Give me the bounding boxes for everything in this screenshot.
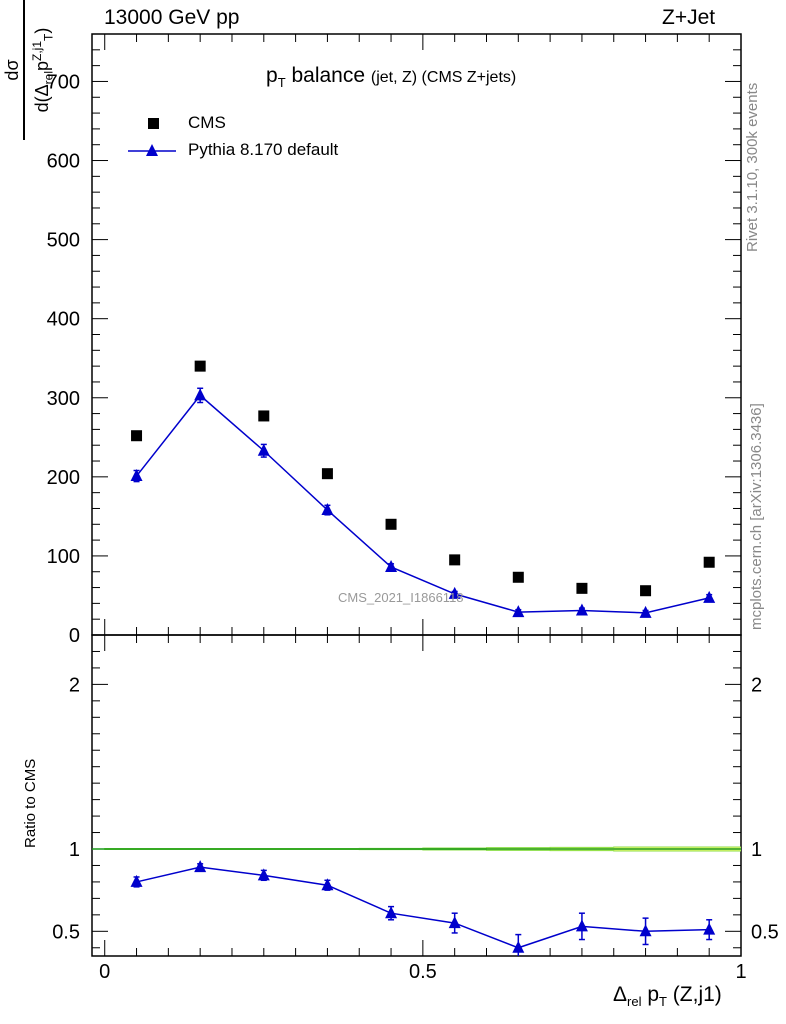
ratio-xtick-label: 1	[735, 961, 746, 983]
energy-label: 13000 GeV pp	[104, 6, 240, 29]
process-label: Z+Jet	[662, 6, 716, 29]
ratio-data-point	[639, 924, 652, 937]
ratio-ytick-label-right: 1	[751, 839, 762, 861]
y-axis-label: dσ d(ΔrelpZ,j1T)	[2, 0, 59, 140]
legend-label-cms: CMS	[188, 113, 226, 132]
x-axis-sub: rel	[627, 994, 642, 1010]
y-axis-den-p: p	[32, 60, 52, 71]
plot-title: pT balance (jet, Z) (CMS Z+jets)	[266, 64, 516, 90]
main-plot-marks	[130, 360, 716, 618]
main-ytick-label: 600	[47, 151, 80, 173]
legend-label-pythia: Pythia 8.170 default	[188, 140, 339, 159]
pythia-data-point	[194, 388, 207, 401]
ratio-data-point	[194, 860, 207, 873]
ratio-ytick-label: 1	[69, 839, 80, 861]
cms-data-point	[258, 410, 270, 422]
y-axis-den-sub: rel	[41, 71, 56, 85]
legend-marker-pythia	[146, 144, 158, 156]
pythia-data-point	[257, 443, 270, 456]
main-ytick-label: 400	[47, 309, 80, 331]
cms-data-point	[131, 430, 143, 442]
title-small: (jet, Z) (CMS Z+jets)	[370, 69, 517, 86]
ratio-axis-label: Ratio to CMS	[22, 758, 39, 848]
title-main-subscript: T	[277, 75, 286, 91]
ratio-data-point	[512, 940, 525, 953]
cms-data-point	[449, 554, 461, 566]
watermark: CMS_2021_I1866118	[338, 590, 464, 605]
ratio-data-point	[703, 922, 716, 935]
ratio-xtick-label: 0	[99, 961, 110, 983]
x-axis-rest: (Z,j1)	[666, 983, 722, 1006]
pythia-data-point	[639, 605, 652, 618]
cms-data-point	[385, 518, 397, 530]
ratio-data-point	[448, 916, 461, 929]
legend	[128, 118, 176, 156]
y-axis-den-prefix: d(Δ	[32, 84, 52, 113]
ratio-xtick-label: 0.5	[409, 961, 437, 983]
x-axis-sub2: T	[659, 994, 667, 1010]
pythia-data-point	[512, 605, 525, 618]
main-ytick-label: 500	[47, 230, 80, 252]
legend-marker-cms	[148, 118, 159, 129]
ratio-data-point	[321, 878, 334, 891]
pythia-data-point	[130, 469, 143, 482]
ratio-plot-marks	[130, 860, 716, 956]
pythia-data-point	[385, 559, 398, 572]
cms-data-point	[194, 360, 206, 372]
ratio-ytick-label: 0.5	[52, 921, 80, 943]
y-axis-fraction-bar	[23, 0, 25, 140]
title-main: p	[266, 64, 278, 87]
pythia-data-point	[703, 590, 716, 603]
ratio-ytick-label: 2	[69, 674, 80, 696]
ratio-data-point	[130, 874, 143, 887]
pythia-data-point	[575, 603, 588, 616]
y-axis-numerator: dσ	[2, 59, 22, 81]
main-ytick-label: 300	[47, 388, 80, 410]
mcplots-label: mcplots.cern.ch [arXiv:1306.3436]	[748, 403, 765, 630]
cms-data-point	[703, 556, 715, 568]
x-axis-delta: Δ	[613, 983, 628, 1006]
rivet-label: Rivet 3.1.10, 300k events	[744, 82, 761, 252]
y-axis-den-sup: Z,j1	[30, 40, 44, 61]
ratio-data-point	[385, 906, 398, 919]
ratio-data-point	[257, 868, 270, 881]
x-axis-p: p	[641, 983, 659, 1006]
ratio-panel-frame	[91, 634, 742, 957]
title-main-rest: balance	[285, 64, 366, 87]
main-ytick-label: 200	[47, 467, 80, 489]
cms-data-point	[640, 585, 652, 597]
cms-data-point	[512, 571, 524, 583]
main-ytick-label: 700	[47, 71, 80, 93]
ratio-line	[136, 866, 710, 949]
ratio-data-point	[575, 919, 588, 932]
pythia-line	[135, 394, 710, 614]
cms-data-point	[576, 582, 588, 594]
main-ytick-label: 0	[69, 625, 80, 647]
pythia-data-point	[448, 586, 461, 599]
ratio-uncertainty-band	[92, 846, 741, 852]
ratio-ytick-label-right: 2	[751, 674, 762, 696]
y-axis-den-close: )	[32, 27, 52, 34]
pythia-data-point	[321, 503, 334, 516]
y-axis-den-sub2: T	[41, 33, 56, 41]
ratio-ytick-label-right: 0.5	[751, 921, 779, 943]
main-ytick-label: 100	[47, 546, 80, 568]
cms-data-point	[321, 468, 333, 480]
x-axis-label: Δrel pT (Z,j1)	[613, 983, 722, 1009]
